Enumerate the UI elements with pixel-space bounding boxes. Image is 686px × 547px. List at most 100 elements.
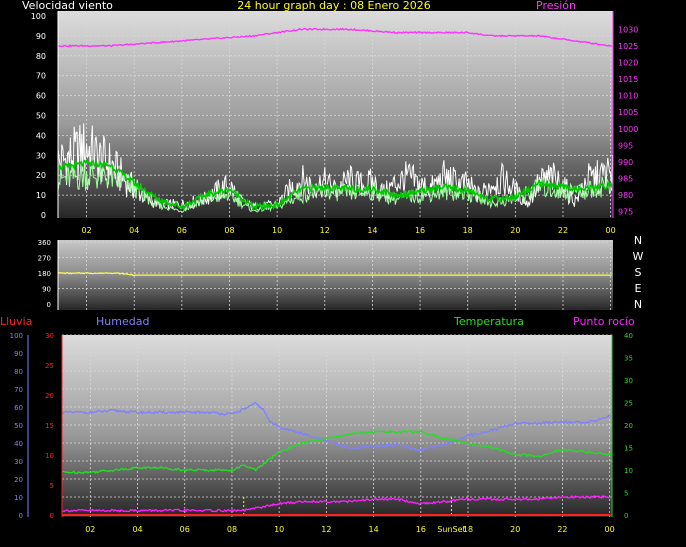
y-tick-left: 60 (36, 92, 46, 101)
y-tick-rain: 10 (45, 452, 54, 460)
y-tick-right: 985 (618, 175, 633, 184)
y-tick-temperature: 5 (624, 490, 628, 498)
y-tick-temperature: 25 (624, 400, 633, 408)
y-tick-humidity: 30 (14, 458, 23, 466)
pressure-line (58, 27, 612, 48)
x-tick: 14 (367, 226, 377, 235)
y-tick-rain: 20 (45, 392, 54, 400)
x-tick: 10 (274, 525, 284, 534)
y-tick-right: 980 (618, 191, 633, 200)
direction-panel-grid (58, 240, 613, 310)
x-tick: 20 (510, 525, 520, 534)
x-tick: 12 (321, 525, 331, 534)
direction-letter: S (635, 266, 642, 279)
y-tick-direction: 90 (42, 286, 51, 294)
x-tick: 08 (224, 226, 234, 235)
y-tick-temperature: 35 (624, 355, 633, 363)
y-tick-right: 1015 (618, 75, 638, 84)
y-tick-humidity: 10 (14, 494, 23, 502)
temp-panel-series (61, 401, 612, 517)
temperature-line (61, 429, 612, 475)
x-tick: 22 (557, 525, 567, 534)
y-tick-direction: 0 (47, 301, 51, 309)
wind-mean-line (57, 158, 614, 212)
direction-letter: N (634, 298, 642, 311)
sunset-label: SunSet (437, 525, 465, 534)
y-tick-right: 1005 (618, 108, 638, 117)
y-tick-left: 90 (36, 32, 46, 41)
direction-letter: E (635, 282, 642, 295)
x-tick: 16 (416, 525, 426, 534)
wind-direction-line (57, 271, 612, 276)
x-tick: 12 (320, 226, 330, 235)
dewpoint-line (61, 494, 611, 513)
y-tick-direction: 270 (38, 255, 51, 263)
y-tick-left: 80 (36, 52, 46, 61)
dewpoint-label: Punto rocío (573, 315, 635, 328)
y-tick-direction: 180 (38, 270, 51, 278)
wind-panel-axes: 0102030405060708090100975980985990995100… (31, 11, 638, 235)
y-tick-left: 20 (36, 171, 46, 180)
x-tick: 06 (180, 525, 190, 534)
y-tick-humidity: 100 (10, 332, 23, 340)
x-tick: 00 (605, 525, 615, 534)
y-tick-right: 1000 (618, 125, 638, 134)
y-tick-rain: 15 (45, 422, 54, 430)
y-tick-humidity: 50 (14, 422, 23, 430)
wind-panel-series (57, 27, 614, 214)
x-tick: 08 (227, 525, 237, 534)
y-tick-right: 995 (618, 141, 633, 150)
y-tick-humidity: 80 (14, 368, 23, 376)
y-tick-rain: 30 (45, 332, 54, 340)
temperature-label: Temperatura (453, 315, 524, 328)
x-tick: 02 (85, 525, 95, 534)
temp-panel-axes: 0102030405060708090100051015202530051015… (10, 332, 633, 534)
temp-panel-background (62, 335, 612, 517)
y-tick-right: 1030 (618, 25, 638, 34)
y-tick-temperature: 40 (624, 332, 633, 340)
y-tick-temperature: 15 (624, 445, 633, 453)
y-tick-temperature: 0 (624, 512, 628, 520)
y-tick-humidity: 0 (19, 512, 23, 520)
y-tick-humidity: 60 (14, 404, 23, 412)
pressure-label: Presión (536, 0, 576, 12)
rain-label: Lluvia (0, 315, 32, 328)
y-tick-left: 30 (36, 151, 46, 160)
direction-letter: W (633, 250, 644, 263)
x-tick: 20 (510, 226, 520, 235)
x-tick: 04 (132, 525, 142, 534)
x-tick: 06 (177, 226, 187, 235)
humidity-label: Humedad (96, 315, 149, 328)
x-tick: 18 (463, 525, 473, 534)
chart-title: 24 hour graph day : 08 Enero 2026 (237, 0, 431, 12)
humidity-line (61, 401, 611, 452)
direction-letter: N (634, 234, 642, 247)
x-tick: 10 (272, 226, 282, 235)
y-tick-rain: 0 (50, 512, 54, 520)
y-tick-temperature: 20 (624, 422, 633, 430)
y-tick-right: 1020 (618, 58, 638, 67)
y-tick-left: 40 (36, 131, 46, 140)
y-tick-direction: 360 (38, 239, 51, 247)
x-tick: 18 (463, 226, 473, 235)
y-tick-rain: 25 (45, 362, 54, 370)
y-tick-temperature: 30 (624, 377, 633, 385)
y-tick-right: 975 (618, 208, 633, 217)
y-tick-humidity: 20 (14, 476, 23, 484)
x-tick: 02 (81, 226, 91, 235)
y-tick-right: 990 (618, 158, 633, 167)
y-tick-right: 1025 (618, 42, 638, 51)
y-tick-left: 100 (31, 12, 46, 21)
direction-panel-series (57, 271, 612, 276)
y-tick-temperature: 10 (624, 467, 633, 475)
x-tick: 14 (368, 525, 378, 534)
x-tick: 04 (129, 226, 139, 235)
y-tick-left: 50 (36, 112, 46, 121)
x-tick: 16 (415, 226, 425, 235)
y-tick-humidity: 90 (14, 350, 23, 358)
x-tick: 22 (558, 226, 568, 235)
y-tick-left: 70 (36, 72, 46, 81)
y-tick-rain: 5 (50, 482, 54, 490)
